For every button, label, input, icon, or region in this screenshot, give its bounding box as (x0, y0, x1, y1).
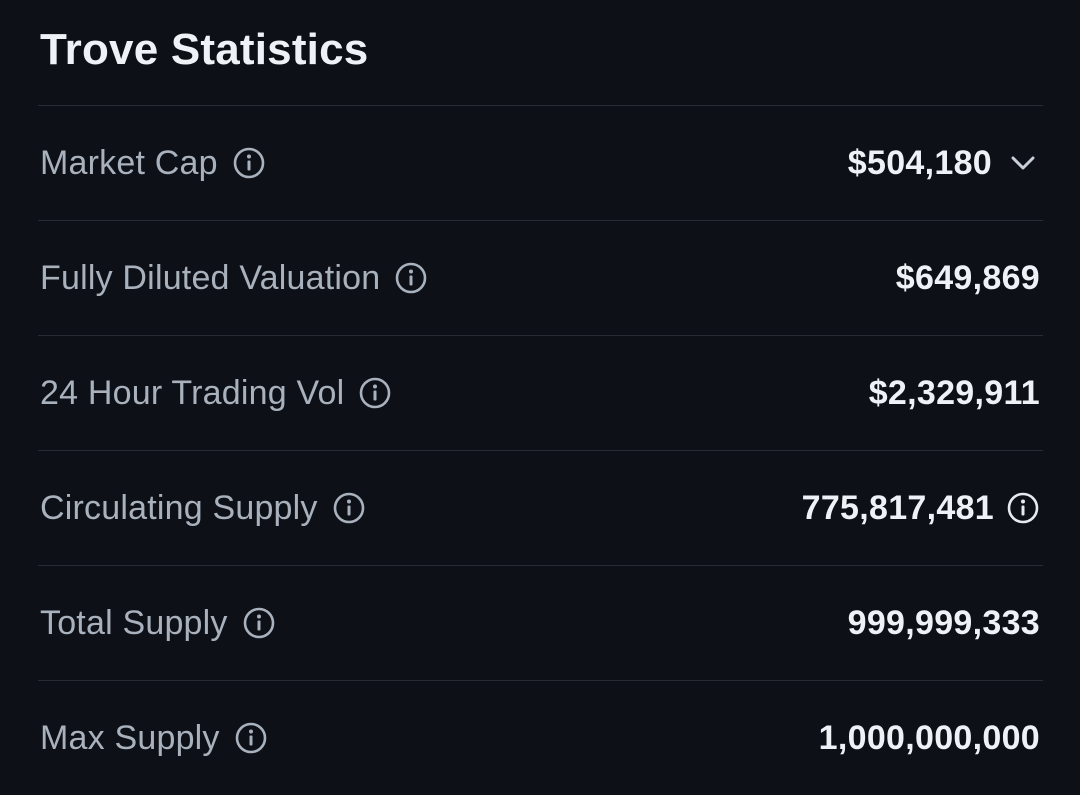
info-icon[interactable] (332, 491, 366, 525)
stat-label: Total Supply (40, 603, 228, 642)
stat-value-group[interactable]: $504,180 (848, 144, 1043, 183)
stat-label: Fully Diluted Valuation (40, 258, 381, 297)
stat-row-circulating-supply: Circulating Supply 775,817,481 (38, 450, 1043, 565)
stat-label-group: Market Cap (38, 144, 266, 183)
info-icon[interactable] (242, 606, 276, 640)
stat-row-24h-trading-vol: 24 Hour Trading Vol $2,329,911 (38, 335, 1043, 450)
stat-row-max-supply: Max Supply 1,000,000,000 (38, 680, 1043, 795)
stat-label: 24 Hour Trading Vol (40, 373, 345, 412)
info-icon[interactable] (234, 721, 268, 755)
stat-value: 999,999,333 (847, 603, 1040, 642)
stat-label-group: Total Supply (38, 604, 276, 643)
stat-row-total-supply: Total Supply 999,999,333 (38, 565, 1043, 680)
stat-value-group: $649,869 (896, 259, 1043, 298)
stat-label: Market Cap (40, 143, 218, 182)
stat-value-group: 1,000,000,000 (819, 719, 1043, 758)
stat-label-group: Fully Diluted Valuation (38, 259, 428, 298)
stat-value: $649,869 (895, 258, 1040, 297)
stat-label-group: Circulating Supply (38, 489, 366, 528)
stat-value: 1,000,000,000 (818, 718, 1040, 757)
stat-value-group: 999,999,333 (848, 604, 1043, 643)
stat-row-fully-diluted-valuation: Fully Diluted Valuation $649,869 (38, 220, 1043, 335)
info-icon[interactable] (1006, 491, 1040, 525)
stat-label-group: 24 Hour Trading Vol (38, 374, 392, 413)
info-icon[interactable] (232, 146, 266, 180)
info-icon[interactable] (394, 261, 428, 295)
stat-label: Max Supply (40, 718, 220, 757)
stat-value: $504,180 (847, 143, 992, 182)
panel-title: Trove Statistics (40, 25, 369, 74)
stat-row-market-cap: Market Cap $504,180 (38, 105, 1043, 220)
statistics-list: Market Cap $504,180 Fully Diluted Valuat… (38, 105, 1043, 795)
stat-value-group: 775,817,481 (802, 489, 1043, 528)
stat-label: Circulating Supply (40, 488, 318, 527)
stat-value: $2,329,911 (868, 373, 1040, 412)
stat-value: 775,817,481 (801, 488, 994, 527)
trove-statistics-panel: Trove Statistics Market Cap $504,180 Ful… (38, 0, 1043, 788)
stat-value-group: $2,329,911 (869, 374, 1043, 413)
info-icon[interactable] (358, 376, 392, 410)
chevron-down-icon[interactable] (1006, 146, 1040, 180)
stat-label-group: Max Supply (38, 719, 268, 758)
